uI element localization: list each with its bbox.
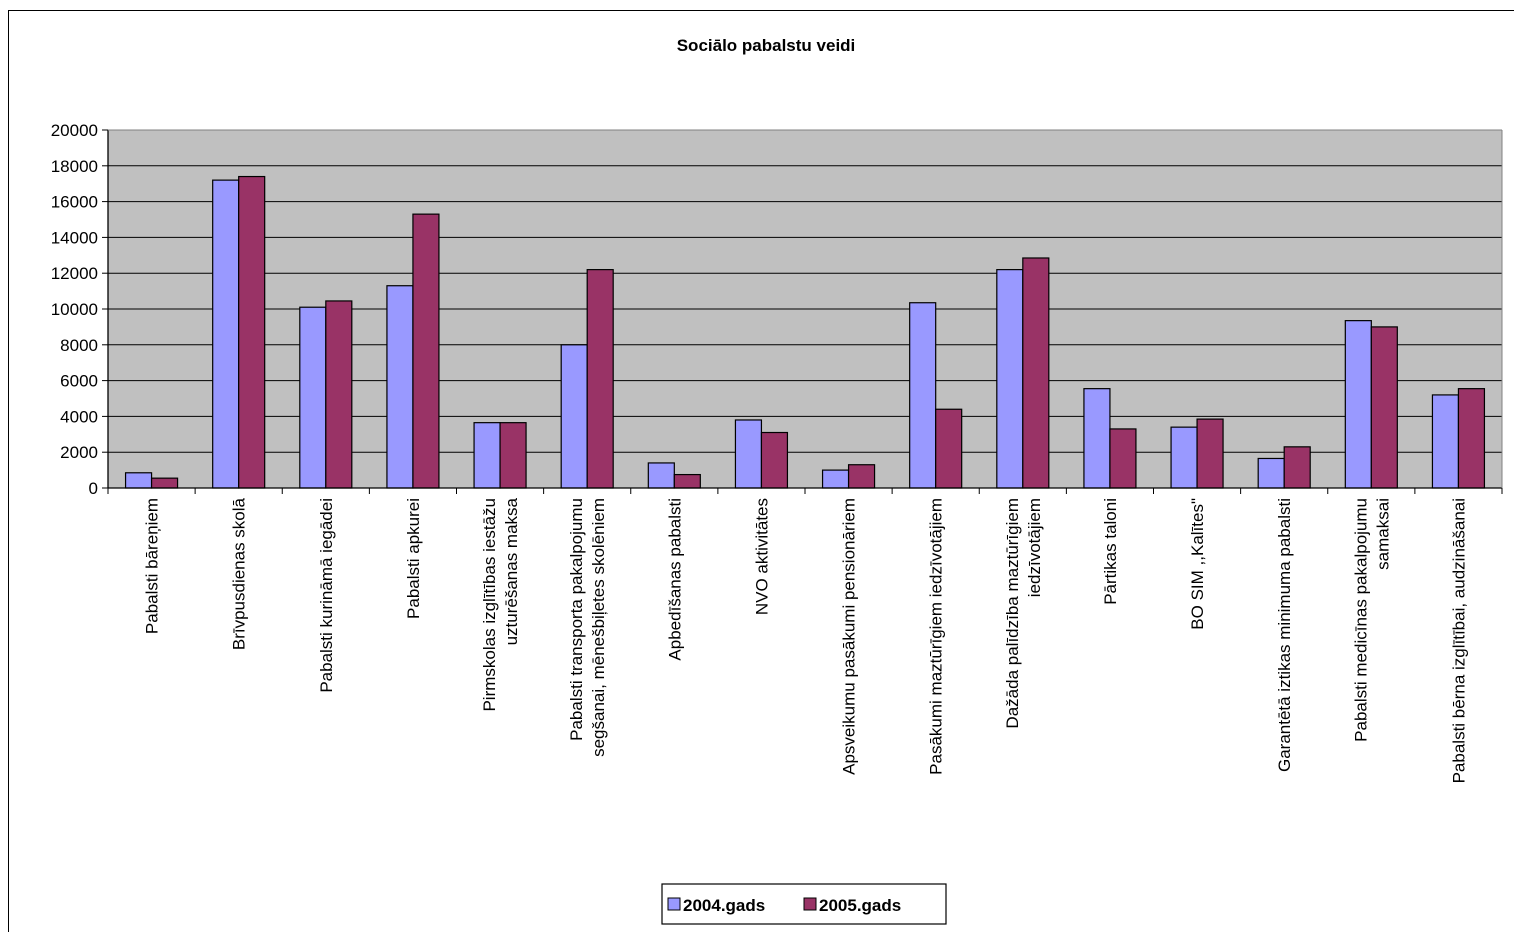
bar-2004.gads-4 (473, 422, 501, 489)
bar-2005.gads-1 (238, 175, 266, 489)
chart-frame (8, 10, 1514, 932)
x-label-8: Apsveikumu pasākumi pensionāriem (840, 498, 859, 775)
x-label-4: Pirmskolas izglītības iestāžu uzturēšanas… (480, 497, 521, 711)
category-label: Pabalsti medicīnas pakalpojumu (1351, 498, 1370, 742)
category-label: Pabalsti bērna izglītībai, audzināšanai (1449, 498, 1468, 783)
bar-2005.gads-13 (1283, 446, 1311, 489)
bar-2005.gads-9 (935, 408, 963, 489)
y-tick-label: 8000 (60, 336, 98, 355)
x-label-10: Dažāda palīdzība maztūrīgiem iedzīvotājie… (1003, 498, 1044, 729)
x-axis-labels: Pabalsti bāreņiem Brīvpusdienas skolā Paba… (143, 497, 1469, 783)
category-label: Pabalsti transporta pakalpojumu (567, 498, 586, 741)
bars (124, 175, 1486, 489)
y-tick-label: 12000 (51, 264, 98, 283)
chart-title: Sociālo pabalstu veidi (677, 36, 856, 55)
bar-2005.gads-6 (673, 473, 701, 489)
bar-2004.gads-11 (1083, 388, 1111, 489)
bar-2004.gads-6 (647, 462, 675, 489)
x-label-7: NVO aktivitātes (752, 498, 771, 615)
category-label: Pārtikas taloni (1101, 498, 1120, 605)
category-label: Pabalsti kurināmā iegādei (317, 498, 336, 693)
y-tick-label: 6000 (60, 372, 98, 391)
bar-2004.gads-10 (996, 269, 1024, 489)
bar-2004.gads-0 (124, 472, 153, 489)
bar-2004.gads-9 (909, 302, 937, 489)
category-label: segšanai, mēnešbiļetes skolēniem (589, 498, 608, 757)
y-tick-label: 18000 (51, 157, 98, 176)
category-label: BO SIM ,,Kalītes" (1188, 498, 1207, 630)
category-label: Pabalsti bāreņiem (143, 498, 162, 634)
bar-2004.gads-7 (734, 419, 763, 489)
x-label-1: Brīvpusdienas skolā (230, 497, 249, 650)
category-label: Dažāda palīdzība maztūrīgiem (1003, 498, 1022, 729)
x-label-12: BO SIM ,,Kalītes" (1188, 498, 1207, 630)
bar-2005.gads-0 (150, 477, 179, 489)
category-label: Brīvpusdienas skolā (230, 497, 249, 650)
category-label: uzturēšanas maksa (502, 497, 521, 645)
legend: 2004.gads 2005.gads (661, 883, 947, 925)
legend-label: 2005.gads (819, 896, 901, 915)
bar-2005.gads-12 (1196, 418, 1224, 489)
bar-2004.gads-8 (821, 469, 850, 489)
category-label: Pasākumi maztūrīgiem iedzīvotājiem (927, 498, 946, 775)
category-label: Apbedīšanas pabalsti (665, 498, 684, 661)
bar-2005.gads-5 (586, 269, 614, 489)
bar-2005.gads-15 (1457, 388, 1486, 489)
bar-2005.gads-8 (847, 464, 876, 489)
bar-2005.gads-14 (1370, 326, 1398, 489)
x-label-3: Pabalsti apkurei (404, 498, 423, 619)
x-label-11: Pārtikas taloni (1101, 498, 1120, 605)
bar-2004.gads-3 (386, 285, 414, 489)
y-axis-ticks: 0 2000 4000 6000 8000 10000 12000 14000 16000 180… (51, 121, 108, 498)
bar-2005.gads-3 (412, 213, 440, 489)
category-label: iedzīvotājiem (1025, 498, 1044, 597)
category-label: Pabalsti apkurei (404, 498, 423, 619)
x-label-15: Pabalsti bērna izglītībai, audzināšanai (1449, 498, 1468, 783)
bar-2004.gads-12 (1170, 426, 1198, 489)
bar-2004.gads-5 (560, 344, 588, 489)
bar-2004.gads-2 (299, 306, 327, 489)
x-label-2: Pabalsti kurināmā iegādei (317, 498, 336, 693)
x-label-5: Pabalsti transporta pakalpojumu segšanai,… (567, 498, 608, 757)
bar-2005.gads-10 (1022, 257, 1050, 489)
x-label-6: Apbedīšanas pabalsti (665, 498, 684, 661)
bar-2004.gads-15 (1431, 394, 1460, 489)
bar-2004.gads-1 (212, 179, 240, 489)
x-label-9: Pasākumi maztūrīgiem iedzīvotājiem (927, 498, 946, 775)
legend-swatch-2004.gads (667, 897, 681, 911)
category-label: Garantētā iztikas minimuma pabalsti (1275, 498, 1294, 772)
x-label-13: Garantētā iztikas minimuma pabalsti (1275, 498, 1294, 772)
y-tick-label: 20000 (51, 121, 98, 140)
category-label: NVO aktivitātes (752, 498, 771, 615)
bar-2004.gads-14 (1344, 320, 1372, 489)
bar-2005.gads-7 (760, 431, 789, 489)
x-label-0: Pabalsti bāreņiem (143, 498, 162, 634)
y-tick-label: 0 (89, 479, 98, 498)
bar-2004.gads-13 (1257, 457, 1285, 489)
y-tick-label: 2000 (60, 443, 98, 462)
category-label: Pirmskolas izglītības iestāžu (480, 498, 499, 712)
legend-label: 2004.gads (683, 896, 765, 915)
y-tick-label: 14000 (51, 228, 98, 247)
category-label: samaksai (1373, 498, 1392, 570)
category-label: Apsveikumu pasākumi pensionāriem (840, 498, 859, 775)
bar-2005.gads-11 (1109, 428, 1137, 489)
y-tick-label: 10000 (51, 300, 98, 319)
y-tick-label: 4000 (60, 407, 98, 426)
y-tick-label: 16000 (51, 193, 98, 212)
legend-swatch-2005.gads (803, 897, 817, 911)
bar-2005.gads-2 (325, 300, 353, 489)
x-label-14: Pabalsti medicīnas pakalpojumu samaksai (1351, 498, 1392, 742)
bar-2005.gads-4 (499, 422, 527, 489)
